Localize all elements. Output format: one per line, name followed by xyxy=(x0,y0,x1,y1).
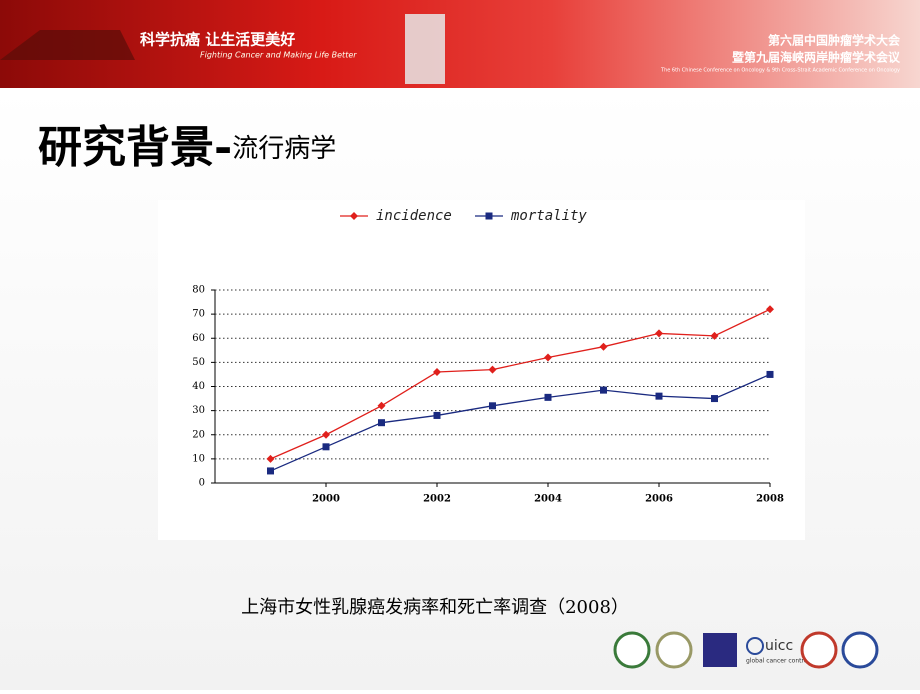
pavilion-shape xyxy=(0,30,135,60)
point xyxy=(544,353,552,362)
title-main: 研究背景- xyxy=(38,122,232,173)
x-tick-label: 2002 xyxy=(423,494,451,505)
conference-name: 暨第九届海峡两岸肿瘤学术会议 xyxy=(732,50,901,65)
point xyxy=(267,467,274,475)
x-tick-label: 2000 xyxy=(312,494,340,505)
point xyxy=(433,411,441,419)
logo-text: uicc xyxy=(765,638,793,654)
point xyxy=(485,212,493,220)
point xyxy=(655,392,663,400)
banner-slogan-en: Fighting Cancer and Making Life Better xyxy=(200,51,357,60)
point xyxy=(378,419,385,427)
caption: 上海市女性乳腺癌发病率和死亡率调查（2008） xyxy=(241,597,629,618)
y-tick-label: 0 xyxy=(199,478,205,489)
logo xyxy=(841,631,879,669)
point xyxy=(488,365,497,374)
point xyxy=(710,331,719,340)
banner xyxy=(0,0,920,88)
x-tick-label: 2004 xyxy=(534,494,562,505)
point xyxy=(266,454,275,463)
y-tick-label: 10 xyxy=(192,453,205,464)
y-tick-label: 70 xyxy=(192,309,205,320)
point xyxy=(489,402,496,410)
point xyxy=(322,443,330,451)
point xyxy=(433,368,441,377)
logo xyxy=(655,631,693,669)
chart: 0 10 20 30 40 50 60 70 80 2000 2002 2004 2006 2008 inc… xyxy=(192,208,784,505)
point xyxy=(350,212,358,220)
legend-label: mortality xyxy=(510,208,587,224)
point xyxy=(599,342,608,351)
point xyxy=(711,395,718,403)
slide-title: 研究背景-流行病学 xyxy=(38,122,336,173)
x-tick-label: 2006 xyxy=(645,494,673,505)
series-line xyxy=(270,308,771,460)
logo xyxy=(703,633,737,667)
logo xyxy=(613,631,651,669)
conference-name: 第六届中国肿瘤学术大会 xyxy=(768,33,901,48)
point xyxy=(655,329,663,338)
point xyxy=(544,393,552,401)
logo-text: global cancer control xyxy=(746,658,809,665)
y-tick-label: 30 xyxy=(192,405,205,416)
banner-slogan: 科学抗癌 让生活更美好 xyxy=(140,31,295,49)
logo xyxy=(746,637,764,655)
point xyxy=(322,430,330,439)
series-line xyxy=(270,373,771,472)
point xyxy=(766,305,774,314)
title-sub: 流行病学 xyxy=(232,134,336,164)
logo xyxy=(800,631,838,669)
building-shape xyxy=(405,14,445,84)
y-tick-label: 20 xyxy=(192,429,205,440)
y-tick-label: 50 xyxy=(192,357,205,368)
point xyxy=(377,401,386,410)
y-tick-label: 80 xyxy=(192,285,205,296)
y-tick-label: 60 xyxy=(192,333,205,344)
point xyxy=(600,386,607,394)
point xyxy=(766,370,774,378)
y-tick-label: 40 xyxy=(192,381,205,392)
logos: uicc global cancer control xyxy=(613,631,879,669)
legend-label: incidence xyxy=(376,208,452,224)
x-tick-label: 2008 xyxy=(756,494,784,505)
conference-name-en: The 6th Chinese Conference on Oncology &… xyxy=(660,68,900,74)
